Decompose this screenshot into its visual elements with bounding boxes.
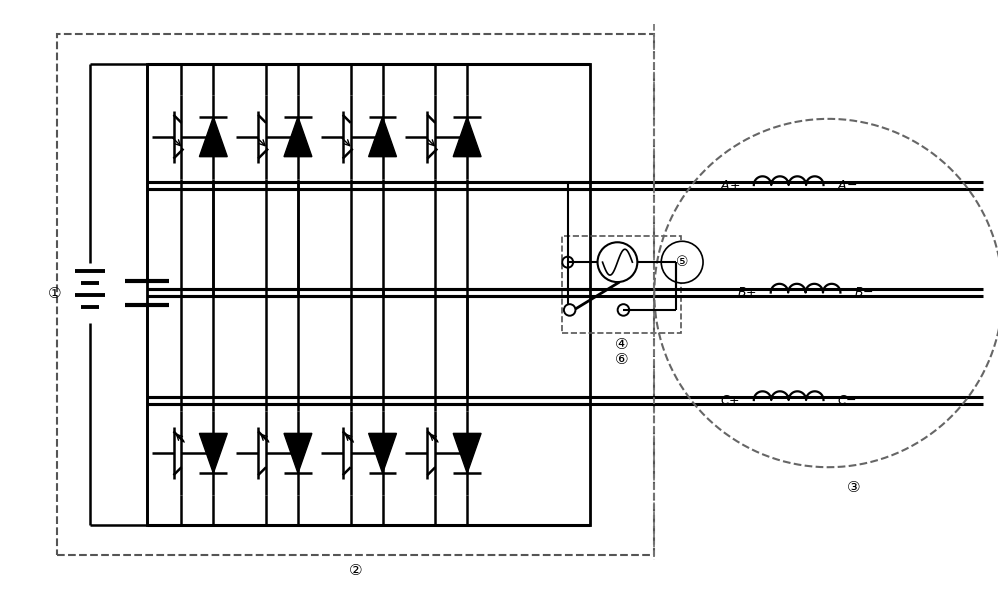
Polygon shape (199, 434, 227, 473)
Text: ③: ③ (847, 480, 860, 495)
Polygon shape (284, 434, 312, 473)
Bar (57, 34, 654, 555)
Text: ②: ② (349, 563, 362, 578)
Text: $B$+: $B$+ (737, 286, 757, 299)
Circle shape (618, 304, 629, 316)
Circle shape (661, 241, 703, 283)
Bar (147, 64, 590, 525)
Text: ④: ④ (615, 337, 628, 352)
Text: ⑥: ⑥ (615, 352, 628, 367)
Polygon shape (369, 117, 396, 157)
Circle shape (564, 304, 575, 316)
Text: ①: ① (48, 285, 62, 301)
Polygon shape (453, 117, 481, 157)
Polygon shape (199, 117, 227, 157)
Polygon shape (453, 434, 481, 473)
Circle shape (562, 257, 573, 268)
Text: $B$−: $B$− (854, 286, 874, 299)
Text: $A$+: $A$+ (720, 179, 740, 191)
Text: $A$−: $A$− (837, 179, 858, 191)
Polygon shape (369, 434, 396, 473)
Text: ⑤: ⑤ (676, 255, 688, 269)
Polygon shape (284, 117, 312, 157)
Text: $C$+: $C$+ (720, 393, 740, 407)
Bar (562, 236, 681, 333)
Text: $C$−: $C$− (837, 393, 857, 407)
Circle shape (671, 257, 682, 268)
